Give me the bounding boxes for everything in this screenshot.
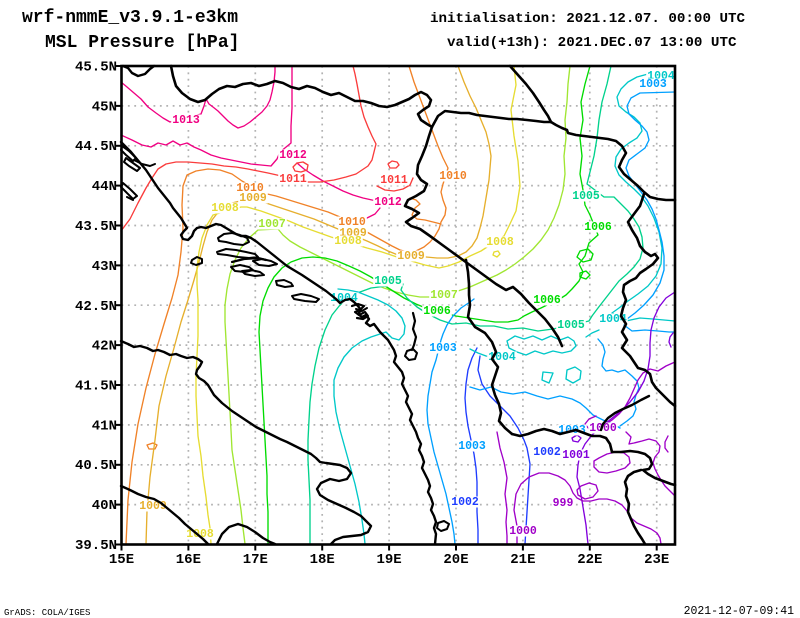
svg-text:1006: 1006 — [533, 294, 561, 307]
svg-text:1011: 1011 — [279, 173, 307, 186]
svg-text:1009: 1009 — [139, 500, 167, 513]
svg-text:21E: 21E — [510, 552, 535, 568]
svg-text:15E: 15E — [109, 552, 134, 568]
svg-text:44.5N: 44.5N — [75, 139, 117, 155]
svg-text:1003: 1003 — [458, 440, 486, 453]
svg-text:1002: 1002 — [533, 446, 561, 459]
svg-text:19E: 19E — [376, 552, 401, 568]
svg-text:1000: 1000 — [509, 525, 537, 538]
svg-text:1008: 1008 — [334, 235, 362, 248]
svg-text:2021-12-07-09:41: 2021-12-07-09:41 — [684, 605, 795, 618]
svg-text:1012: 1012 — [374, 196, 402, 209]
svg-text:MSL Pressure [hPa]: MSL Pressure [hPa] — [45, 33, 239, 53]
svg-text:1010: 1010 — [439, 170, 467, 183]
svg-text:1012: 1012 — [279, 149, 307, 162]
svg-text:1000: 1000 — [589, 422, 617, 435]
svg-text:1005: 1005 — [557, 319, 585, 332]
svg-text:45N: 45N — [92, 99, 117, 115]
svg-text:1009: 1009 — [397, 250, 425, 263]
svg-text:1011: 1011 — [380, 174, 408, 187]
svg-text:wrf-nmmE_v3.9.1-e3km: wrf-nmmE_v3.9.1-e3km — [22, 8, 238, 28]
svg-text:1013: 1013 — [172, 114, 200, 127]
svg-text:20E: 20E — [443, 552, 468, 568]
svg-text:1005: 1005 — [374, 275, 402, 288]
svg-text:43.5N: 43.5N — [75, 219, 117, 235]
svg-text:1006: 1006 — [423, 305, 451, 318]
svg-text:999: 999 — [553, 497, 574, 510]
svg-text:43N: 43N — [92, 259, 117, 275]
svg-text:41N: 41N — [92, 418, 117, 434]
svg-text:42.5N: 42.5N — [75, 299, 117, 315]
svg-text:GrADS: COLA/IGES: GrADS: COLA/IGES — [4, 608, 90, 618]
svg-text:1002: 1002 — [451, 496, 479, 509]
svg-text:1003: 1003 — [429, 342, 457, 355]
svg-text:1006: 1006 — [584, 221, 612, 234]
svg-text:40N: 40N — [92, 498, 117, 514]
svg-text:1005: 1005 — [572, 190, 600, 203]
svg-text:40.5N: 40.5N — [75, 458, 117, 474]
svg-text:16E: 16E — [176, 552, 201, 568]
svg-text:1001: 1001 — [562, 449, 590, 462]
svg-text:1009: 1009 — [239, 192, 267, 205]
svg-text:23E: 23E — [644, 552, 669, 568]
svg-text:41.5N: 41.5N — [75, 379, 117, 395]
svg-text:45.5N: 45.5N — [75, 60, 117, 76]
svg-text:initialisation: 2021.12.07. 0: initialisation: 2021.12.07. 00:00 UTC — [430, 11, 745, 27]
svg-text:18E: 18E — [310, 552, 335, 568]
svg-text:1008: 1008 — [486, 236, 514, 249]
svg-text:22E: 22E — [577, 552, 602, 568]
svg-text:1008: 1008 — [211, 202, 239, 215]
svg-text:44N: 44N — [92, 179, 117, 195]
svg-text:17E: 17E — [243, 552, 268, 568]
svg-text:1007: 1007 — [258, 218, 286, 231]
svg-text:39.5N: 39.5N — [75, 538, 117, 554]
svg-text:1010: 1010 — [338, 216, 366, 229]
svg-text:valid(+13h): 2021.DEC.07 13:00: valid(+13h): 2021.DEC.07 13:00 UTC — [447, 35, 737, 51]
svg-text:1010: 1010 — [236, 182, 264, 195]
svg-text:42N: 42N — [92, 339, 117, 355]
svg-text:1007: 1007 — [430, 289, 458, 302]
svg-text:1003: 1003 — [639, 78, 667, 91]
